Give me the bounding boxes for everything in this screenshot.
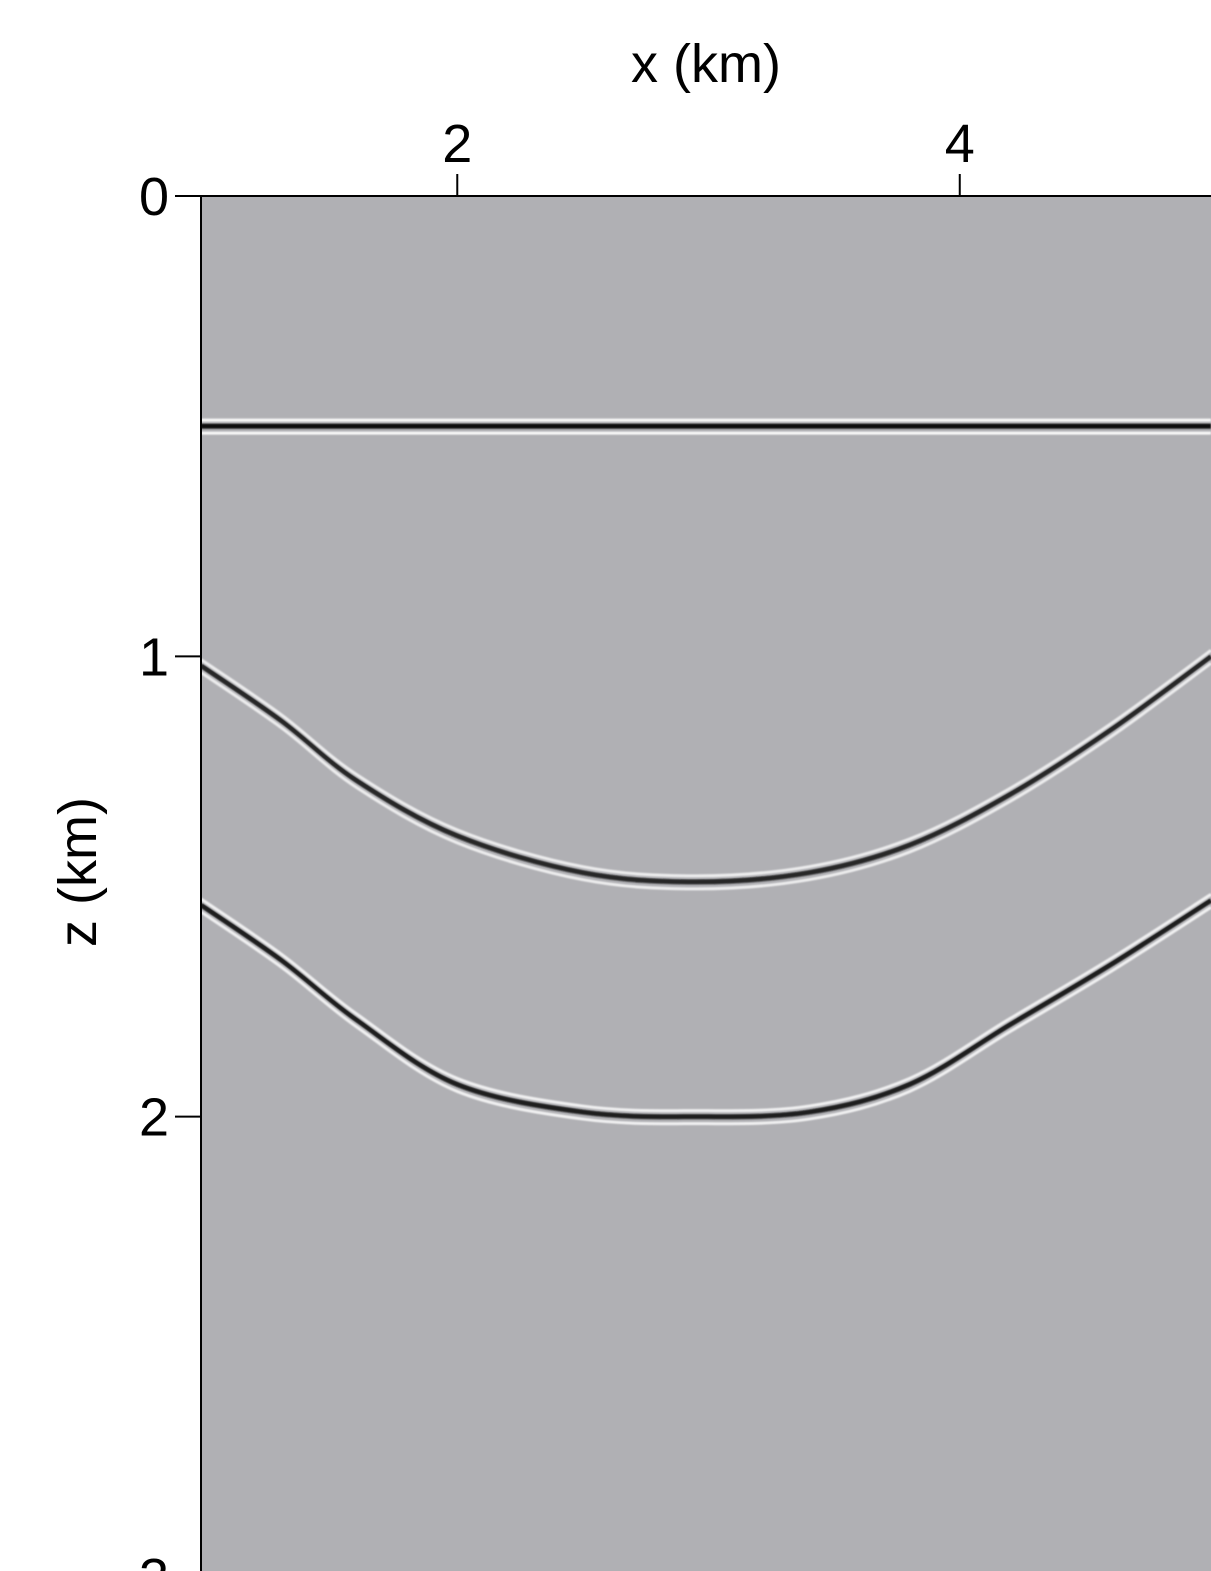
reflector-3-core: [201, 898, 1211, 1120]
y-tick-label-1: 1: [139, 627, 169, 687]
x-tick-label-0: 2: [442, 114, 472, 174]
plot-frame: [200, 195, 1211, 1571]
reflector-3-upper-lobe: [201, 893, 1211, 1113]
y-axis-ticks: 0 1 2 3: [139, 167, 201, 1571]
reflector-2-upper-lobe: [201, 649, 1211, 878]
reflector-1: [201, 418, 1211, 435]
reflector-3-lower-lobe: [201, 906, 1211, 1126]
reflector-layer: [201, 418, 1211, 1126]
reflector-2: [201, 649, 1211, 891]
reflector-2-core: [201, 654, 1211, 885]
x-tick-label-1: 4: [945, 114, 975, 174]
reflector-3: [201, 893, 1211, 1126]
y-tick-label-3: 3: [139, 1548, 169, 1571]
y-tick-label-2: 2: [139, 1088, 169, 1148]
y-tick-label-0: 0: [139, 167, 169, 227]
x-axis-title: x (km): [631, 34, 781, 94]
reflector-2-lower-lobe: [201, 662, 1211, 891]
y-axis-title: z (km): [48, 797, 108, 947]
